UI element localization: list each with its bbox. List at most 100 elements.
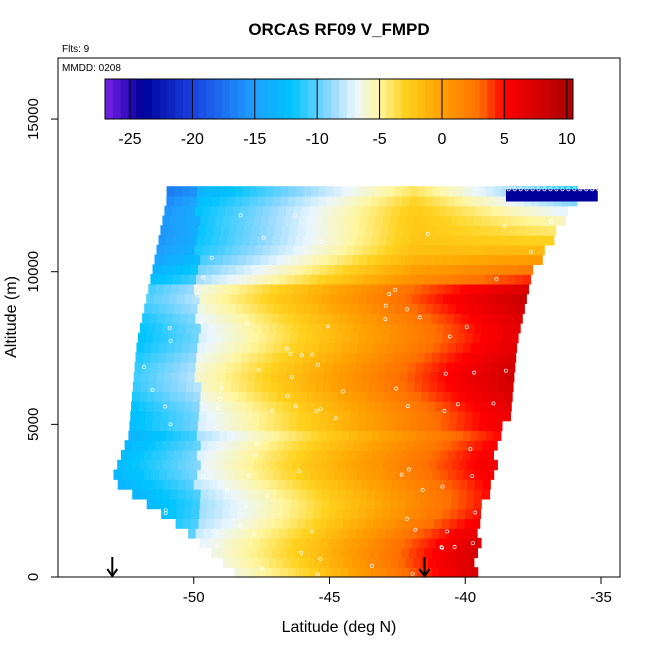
heatmap-cell bbox=[493, 303, 503, 314]
heatmap-cell bbox=[335, 332, 344, 344]
heatmap-cell bbox=[394, 430, 403, 441]
heatmap-cell bbox=[552, 205, 561, 217]
heatmap-cell bbox=[405, 254, 414, 265]
heatmap-cell bbox=[208, 215, 217, 226]
heatmap-cell bbox=[415, 313, 424, 324]
heatmap-cell bbox=[417, 196, 426, 207]
heatmap-cell bbox=[174, 303, 183, 314]
sample-point bbox=[394, 386, 399, 391]
heatmap-cell bbox=[456, 420, 465, 432]
heatmap-cell bbox=[481, 391, 490, 402]
x-tick-label: -50 bbox=[183, 589, 205, 606]
heatmap-cell bbox=[184, 508, 193, 519]
heatmap-cell bbox=[213, 332, 223, 344]
heatmap-cell bbox=[534, 254, 543, 265]
sample-point bbox=[299, 550, 304, 555]
heatmap-cell bbox=[455, 342, 464, 353]
heatmap-cell bbox=[546, 235, 555, 246]
heatmap-cell bbox=[255, 205, 264, 217]
heatmap-cell bbox=[178, 479, 187, 490]
heatmap-cell bbox=[440, 430, 449, 441]
heatmap-cell bbox=[505, 189, 515, 202]
sample-point bbox=[270, 408, 275, 413]
heatmap-cell bbox=[151, 430, 160, 441]
heatmap-cell bbox=[237, 401, 246, 412]
heatmap-cell bbox=[346, 244, 355, 256]
colorbar-segment bbox=[534, 79, 543, 119]
colorbar-segment bbox=[175, 79, 184, 119]
heatmap-cell bbox=[367, 391, 376, 402]
heatmap-cell bbox=[237, 508, 246, 519]
sample-point bbox=[163, 511, 168, 516]
heatmap-cell bbox=[329, 498, 338, 510]
heatmap-cell bbox=[219, 469, 229, 480]
heatmap-cell bbox=[266, 225, 276, 236]
heatmap-cell bbox=[219, 450, 228, 461]
heatmap-cell bbox=[200, 489, 209, 500]
heatmap-cell bbox=[428, 215, 437, 226]
heatmap-cell bbox=[301, 362, 311, 373]
sample-point bbox=[319, 239, 324, 244]
heatmap-cell bbox=[463, 469, 472, 480]
heatmap-cell bbox=[319, 420, 328, 432]
heatmap-cell bbox=[234, 196, 243, 207]
colorbar-segment bbox=[541, 79, 551, 119]
heatmap-cell bbox=[227, 469, 236, 480]
heatmap-cell bbox=[142, 362, 151, 373]
heatmap-cell bbox=[213, 264, 222, 275]
heatmap-cell bbox=[467, 381, 476, 392]
heatmap-cell bbox=[451, 254, 460, 265]
heatmap-cell bbox=[346, 371, 355, 383]
heatmap-cell bbox=[439, 235, 448, 246]
heatmap-cell bbox=[367, 254, 376, 265]
heatmap-cell bbox=[357, 303, 366, 314]
heatmap-cell bbox=[523, 235, 532, 246]
heatmap-cell bbox=[472, 225, 481, 236]
heatmap-cell bbox=[236, 410, 245, 422]
heatmap-cell bbox=[356, 196, 365, 207]
heatmap-cell bbox=[272, 450, 282, 461]
heatmap-cell bbox=[409, 196, 418, 207]
heatmap-cell bbox=[527, 254, 536, 265]
heatmap-cell bbox=[272, 567, 281, 578]
heatmap-cell bbox=[170, 391, 179, 402]
heatmap-cell bbox=[503, 401, 512, 412]
heatmap-cell bbox=[329, 489, 339, 500]
heatmap-cell bbox=[263, 205, 272, 217]
heatmap-cell bbox=[284, 381, 294, 392]
heatmap-cell bbox=[175, 225, 184, 236]
heatmap-cell bbox=[194, 205, 203, 217]
heatmap-cell bbox=[145, 410, 154, 422]
heatmap-cell bbox=[263, 362, 272, 373]
heatmap-cell bbox=[229, 332, 238, 344]
heatmap-cell bbox=[413, 254, 422, 265]
heatmap-cell bbox=[258, 342, 267, 353]
sample-point bbox=[216, 406, 221, 411]
heatmap-cell bbox=[261, 323, 270, 334]
heatmap-cell bbox=[229, 293, 239, 305]
heatmap-cell bbox=[408, 313, 417, 324]
heatmap-cell bbox=[366, 332, 375, 344]
heatmap-cell bbox=[225, 205, 234, 217]
heatmap-cell bbox=[344, 391, 354, 402]
heatmap-cell bbox=[132, 479, 142, 490]
heatmap-cell bbox=[186, 244, 196, 256]
heatmap-cell bbox=[222, 557, 232, 568]
heatmap-cell bbox=[328, 508, 337, 519]
heatmap-cell bbox=[344, 537, 353, 549]
heatmap-cell bbox=[330, 283, 339, 295]
colorbar-segment bbox=[229, 79, 239, 119]
heatmap-cell bbox=[251, 420, 260, 432]
heatmap-cell bbox=[200, 254, 209, 265]
heatmap-cell bbox=[239, 283, 248, 295]
heatmap-cell bbox=[268, 557, 277, 568]
heatmap-cell bbox=[344, 215, 353, 226]
heatmap-cell bbox=[471, 303, 480, 314]
heatmap-cell bbox=[406, 381, 415, 392]
heatmap-cell bbox=[136, 430, 145, 441]
heatmap-cell bbox=[364, 196, 373, 207]
heatmap-cell bbox=[350, 410, 359, 422]
heatmap-cell bbox=[420, 215, 430, 226]
heatmap-cell bbox=[506, 371, 515, 383]
heatmap-cell bbox=[236, 225, 245, 236]
